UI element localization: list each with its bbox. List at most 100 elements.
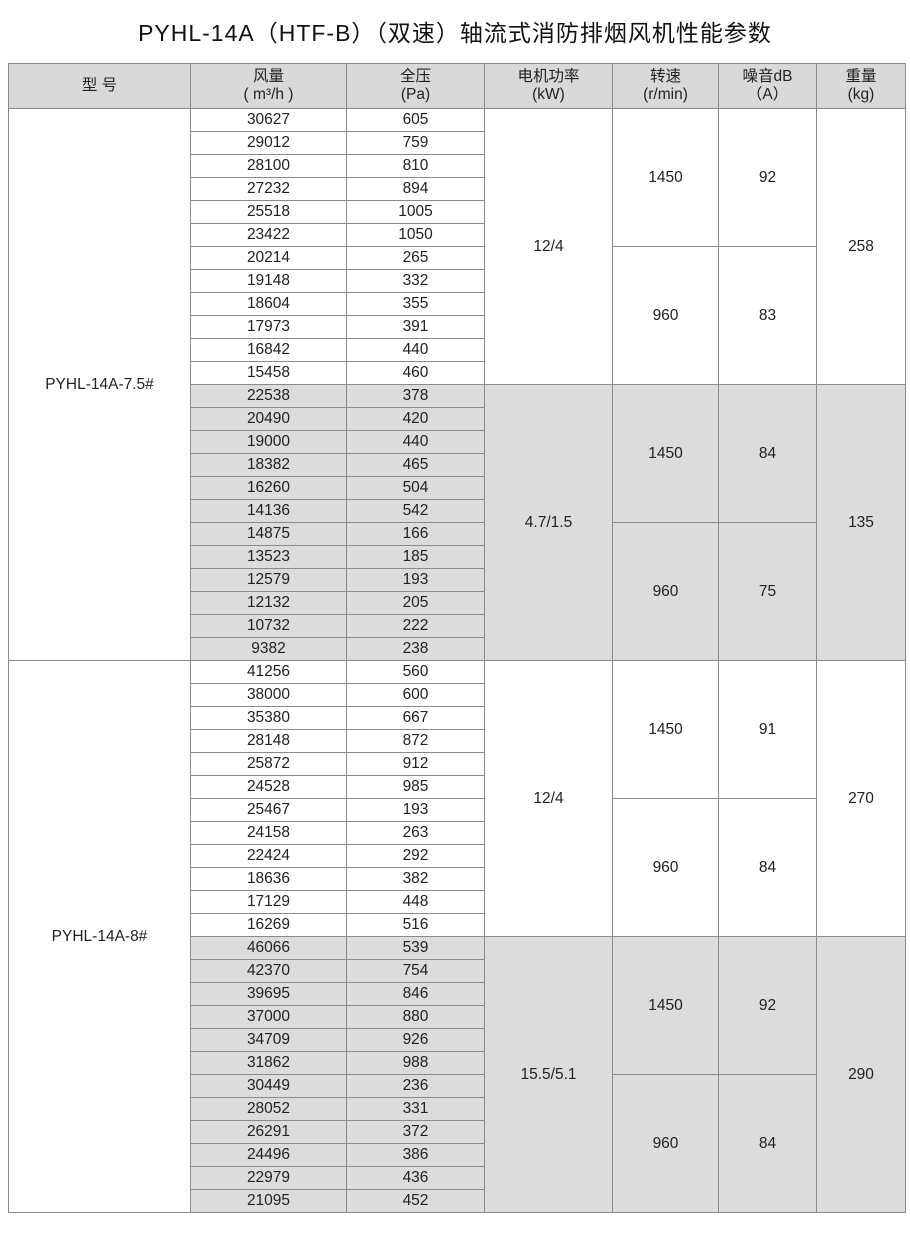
flow-cell: 21095 [190,1189,347,1213]
table-row: 20214 265 960 83 [9,246,906,385]
table-row: 13523 185 [9,545,906,569]
table-row: PYHL-14A-7.5# 30627 605 12/4 1450 92 258 [8,108,906,661]
flow-cell: 17973 [190,315,347,339]
table-row: 16269 516 [9,913,906,937]
header-unit: (kW) [532,86,565,103]
flow-cell: 24528 [190,775,347,799]
table-row: PYHL-14A-8# 41256 560 12/4 1450 91 270 [8,660,906,1213]
pressure-cell: 355 [346,292,485,316]
table-row: 9382 238 [9,637,906,661]
table-row: 31862 988 [9,1051,906,1075]
table-row: 39695 846 [9,982,906,1006]
flow-cell: 25872 [190,752,347,776]
pressure-cell: 988 [346,1051,485,1075]
pressure-cell: 600 [346,683,485,707]
header-noise: 噪音dB （A） [718,63,817,109]
table-row: 22424 292 [9,844,906,868]
flow-cell: 24158 [190,821,347,845]
power-cell: 12/4 [484,108,613,385]
flow-cell: 12579 [190,568,347,592]
pressure-cell: 205 [346,591,485,615]
pressure-cell: 754 [346,959,485,983]
pressure-cell: 880 [346,1005,485,1029]
flow-cell: 12132 [190,591,347,615]
table-row: 35380 667 [9,706,906,730]
flow-cell: 41256 [190,660,347,684]
flow-cell: 19000 [190,430,347,454]
flow-cell: 22424 [190,844,347,868]
table-row: 46066 539 15.5/5.1 1450 92 290 [9,936,906,1213]
flow-cell: 34709 [190,1028,347,1052]
pressure-cell: 185 [346,545,485,569]
table-row: 22979 436 [9,1166,906,1190]
pressure-cell: 238 [346,637,485,661]
table-row: 10732 222 [9,614,906,638]
header-unit: (r/min) [643,86,688,103]
flow-cell: 20214 [190,246,347,270]
table-row: 28052 331 [9,1097,906,1121]
flow-cell: 9382 [190,637,347,661]
pressure-cell: 894 [346,177,485,201]
flow-cell: 18604 [190,292,347,316]
weight-cell: 258 [816,108,906,385]
pressure-cell: 222 [346,614,485,638]
table-row: 34709 926 [9,1028,906,1052]
power-cell: 4.7/1.5 [484,384,613,661]
noise-cell: 75 [718,522,817,661]
header-label: 风量 [252,68,284,85]
header-model: 型 号 [8,63,191,109]
pressure-cell: 926 [346,1028,485,1052]
flow-cell: 30627 [190,108,347,132]
weight-cell: 290 [816,936,906,1213]
noise-cell: 83 [718,246,817,385]
flow-cell: 28148 [190,729,347,753]
flow-cell: 22538 [190,384,347,408]
table-row: 25467 193 960 84 [9,798,906,937]
pressure-cell: 1050 [346,223,485,247]
header-flow: 风量( m³/h ) [190,63,347,109]
speed-cell: 960 [612,246,719,385]
table-row: 14136 542 [9,499,906,523]
table-row: 18604 355 [9,292,906,316]
flow-cell: 25518 [190,200,347,224]
noise-cell: 92 [718,108,817,247]
table-row: 14875 166 960 75 [9,522,906,661]
pressure-cell: 448 [346,890,485,914]
table-row: 42370 754 [9,959,906,983]
speed-cell: 960 [612,798,719,937]
table-row: 12579 193 [9,568,906,592]
table-row: 23422 1050 [9,223,906,247]
performance-table: 型 号风量( m³/h ) 全压 (Pa) 电机功率 (kW) 转速 (r/min) 噪音dB… [8,63,906,1213]
noise-cell: 84 [718,1074,817,1213]
header-label: 型 号 [81,77,118,94]
flow-cell: 37000 [190,1005,347,1029]
speed-cell: 960 [612,522,719,661]
pressure-cell: 605 [346,108,485,132]
flow-cell: 22979 [190,1166,347,1190]
header-power: 电机功率 (kW) [484,63,613,109]
table-row: 21095 452 [9,1189,906,1213]
flow-cell: 16269 [190,913,347,937]
pressure-cell: 440 [346,338,485,362]
flow-cell: 26291 [190,1120,347,1144]
flow-cell: 35380 [190,706,347,730]
pressure-cell: 193 [346,798,485,822]
table-row: 22538 378 4.7/1.5 1450 84 135 [9,384,906,661]
flow-cell: 18636 [190,867,347,891]
speed-cell: 960 [612,1074,719,1213]
table-row: 25872 912 [9,752,906,776]
table-row: 19148 332 [9,269,906,293]
power-cell: 12/4 [484,660,613,937]
table-row: 15458 460 [9,361,906,385]
pressure-cell: 667 [346,706,485,730]
table-row: 20490 420 [9,407,906,431]
pressure-cell: 542 [346,499,485,523]
table-row: 25518 1005 [9,200,906,224]
flow-cell: 15458 [190,361,347,385]
pressure-cell: 263 [346,821,485,845]
weight-cell: 270 [816,660,906,937]
speed-cell: 1450 [612,936,719,1075]
flow-cell: 25467 [190,798,347,822]
flow-cell: 18382 [190,453,347,477]
header-label: 全压 [399,68,431,85]
